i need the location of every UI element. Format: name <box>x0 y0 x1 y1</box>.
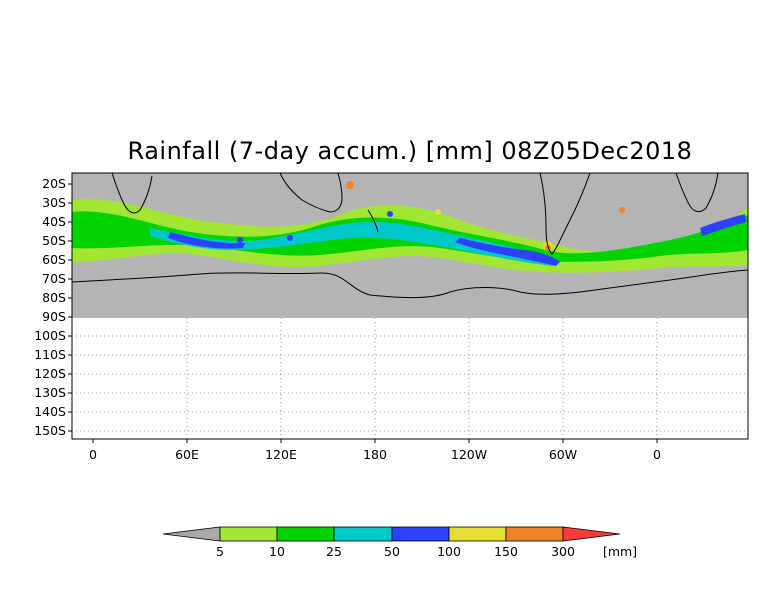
colorbar-label: 100 <box>437 544 461 559</box>
y-tick-label: 30S <box>42 195 66 210</box>
new-zealand-coastline <box>367 209 379 233</box>
y-tick-label: 50S <box>42 233 66 248</box>
y-tick-label: 130S <box>34 385 66 400</box>
y-tick-label: 70S <box>42 271 66 286</box>
x-tick-label: 60E <box>175 447 199 462</box>
antarctica-region <box>72 270 748 318</box>
colorbar: 5 10 25 50 100 150 300 [mm] <box>162 526 637 559</box>
x-tick-label: 0 <box>653 447 661 462</box>
colorbar-label: 300 <box>551 544 575 559</box>
x-tick-label: 0 <box>89 447 97 462</box>
y-tick-label: 120S <box>34 366 66 381</box>
colorbar-bin <box>276 526 335 542</box>
colorbar-label: 150 <box>494 544 518 559</box>
colorbar-label: 25 <box>326 544 342 559</box>
x-tick-label: 180 <box>363 447 387 462</box>
y-tick-label: 60S <box>42 252 66 267</box>
colorbar-unit: [mm] <box>603 544 637 559</box>
antarctica-coastline <box>71 269 749 299</box>
colorbar-label: 50 <box>384 544 400 559</box>
y-tick-label: 110S <box>34 347 66 362</box>
y-tick-label: 100S <box>34 328 66 343</box>
africa-coastline <box>111 172 153 214</box>
plot-frame <box>71 172 749 440</box>
colorbar-bin <box>448 526 507 542</box>
x-tick-label: 120W <box>451 447 487 462</box>
x-tick-label: 120E <box>265 447 297 462</box>
y-tick-label: 80S <box>42 290 66 305</box>
y-tick-label: 40S <box>42 214 66 229</box>
colorbar-label: 5 <box>216 544 224 559</box>
colorbar-bin <box>505 526 564 542</box>
colorbar-bin <box>391 526 450 542</box>
colorbar-bin <box>333 526 393 542</box>
south-america-coastline <box>539 172 591 255</box>
y-tick-label: 90S <box>42 309 66 324</box>
australia-coastline <box>279 172 343 213</box>
colorbar-low-arrow <box>162 526 221 542</box>
y-axis: 20S 30S 40S 50S 60S 70S 80S 90S 100S 110… <box>34 176 72 438</box>
grid-lines <box>72 318 748 439</box>
colorbar-label: 10 <box>269 544 285 559</box>
africa-coastline-right <box>675 172 719 213</box>
colorbar-high-arrow <box>562 526 621 542</box>
colorbar-bin <box>219 526 278 542</box>
map-title: Rainfall (7-day accum.) [mm] 08Z05Dec201… <box>127 137 693 165</box>
y-tick-label: 140S <box>34 404 66 419</box>
y-tick-label: 150S <box>34 423 66 438</box>
rainfall-field <box>71 172 749 318</box>
y-tick-label: 20S <box>42 176 66 191</box>
x-axis: 0 60E 120E 180 120W 60W 0 <box>89 439 661 462</box>
x-tick-label: 60W <box>549 447 577 462</box>
